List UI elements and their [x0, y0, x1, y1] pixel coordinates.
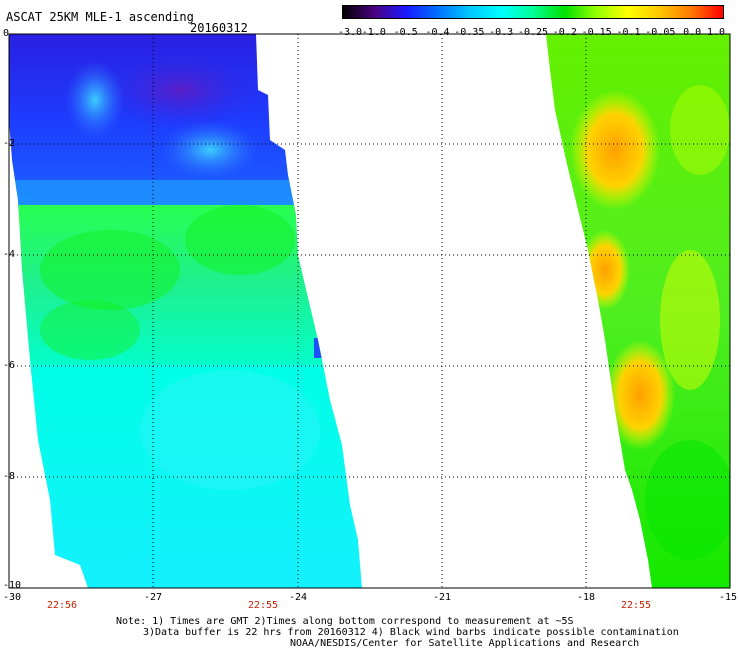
colorbar-tick-label: -0.4	[425, 27, 450, 38]
colorbar-tick-label: 0.0	[683, 27, 702, 38]
colorbar-tick-label: -0.5	[393, 27, 418, 38]
colorbar	[342, 5, 724, 19]
colorbar-tick-label: -3.0	[337, 27, 363, 38]
lon-label: -30	[2, 592, 22, 603]
pass-time: 22:55	[247, 600, 279, 611]
colorbar-tick-label: 1.0	[706, 27, 726, 38]
chart-date: 20160312	[190, 21, 248, 35]
lat-label: -10	[3, 580, 22, 591]
colorbar-tick-label: -0.05	[645, 27, 676, 38]
lon-label: -27	[143, 592, 163, 603]
chart-title: ASCAT 25KM MLE-1 ascending	[6, 10, 194, 24]
lat-label: -2	[3, 138, 16, 149]
credit-line: NOAA/NESDIS/Center for Satellite Applica…	[290, 638, 640, 649]
lat-label: -6	[3, 360, 16, 371]
lon-label: -18	[576, 592, 596, 603]
right-swath	[546, 34, 730, 588]
pass-time: 22:56	[46, 600, 78, 611]
colorbar-tick-label: -1.0	[361, 27, 386, 38]
note-line: Note: 1) Times are GMT 2)Times along bot…	[116, 616, 574, 627]
lat-label: 0	[3, 28, 10, 39]
colorbar-tick-label: -0.2	[552, 27, 577, 38]
lon-label: -21	[432, 592, 452, 603]
colorbar-tick-label: -0.3	[489, 27, 514, 38]
colorbar-tick-label: -0.1	[616, 27, 641, 38]
colorbar-tick-label: -0.35	[454, 27, 485, 38]
lat-label: -4	[3, 249, 16, 260]
plot-grid	[8, 33, 731, 589]
lon-label: -15	[718, 592, 738, 603]
colorbar-tick-label: -0.25	[517, 27, 549, 38]
note-line: 3)Data buffer is 22 hrs from 20160312 4)…	[143, 627, 679, 638]
colorbar-tick-label: -0.15	[581, 27, 612, 38]
pass-time: 22:55	[620, 600, 652, 611]
lat-label: -8	[3, 471, 16, 482]
lon-label: -24	[288, 592, 308, 603]
left-swath	[9, 34, 362, 588]
